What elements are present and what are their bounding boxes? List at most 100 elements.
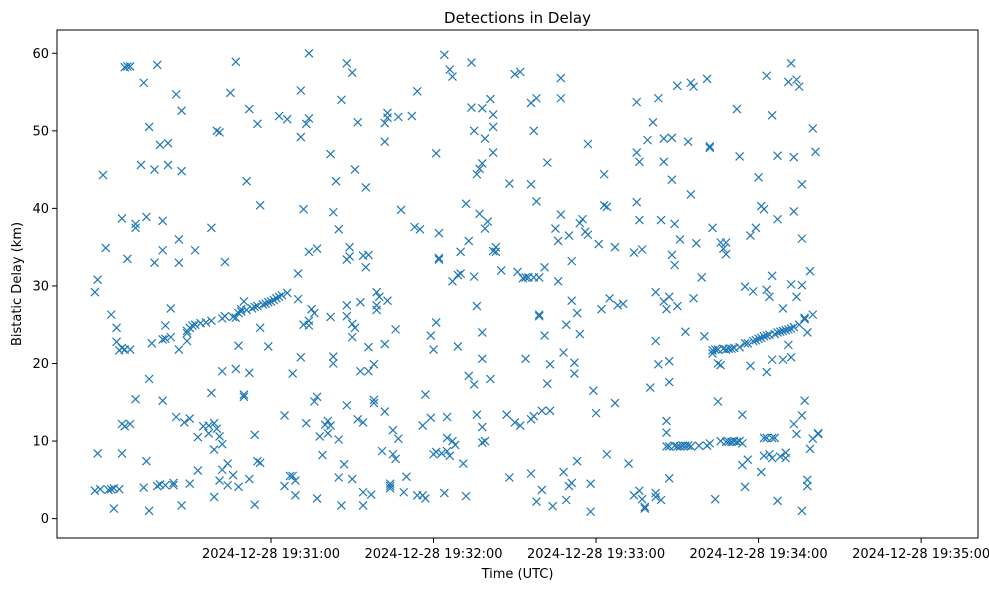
data-point — [345, 242, 354, 252]
x-tick-label: 2024-12-28 19:33:00 — [527, 547, 665, 562]
data-point — [171, 89, 181, 99]
data-point — [217, 366, 227, 376]
data-point — [171, 412, 181, 422]
data-point — [475, 164, 485, 174]
data-point — [556, 210, 566, 220]
data-point — [759, 204, 769, 214]
y-axis-ticks: 0 10 20 30 40 50 60 — [32, 47, 57, 527]
data-point — [702, 74, 712, 84]
data-point — [705, 143, 715, 153]
data-point — [575, 329, 585, 339]
data-point — [193, 432, 203, 442]
data-point — [450, 440, 460, 450]
data-point — [632, 97, 642, 107]
data-point — [439, 50, 449, 60]
data-point — [767, 271, 777, 281]
data-point — [504, 179, 514, 188]
data-point — [651, 287, 661, 297]
data-point — [209, 445, 219, 455]
plot-area — [56, 29, 979, 539]
y-tick-label: 10 — [32, 435, 49, 450]
data-point — [477, 438, 487, 448]
data-point — [304, 113, 314, 123]
data-point — [542, 158, 552, 168]
data-point — [369, 395, 379, 405]
data-point — [689, 82, 698, 92]
data-point — [253, 119, 262, 129]
data-point — [797, 179, 807, 189]
data-point — [309, 308, 319, 318]
data-point — [770, 329, 780, 339]
data-point — [586, 507, 596, 517]
data-point — [236, 307, 246, 316]
data-point — [764, 449, 774, 459]
data-point — [372, 287, 382, 297]
points-layer — [90, 48, 823, 517]
data-point — [710, 345, 720, 354]
data-point — [469, 126, 479, 136]
data-point — [217, 439, 227, 449]
data-point — [212, 126, 222, 136]
data-point — [740, 482, 750, 492]
data-point — [773, 496, 782, 506]
data-point — [290, 476, 300, 486]
data-point — [253, 301, 262, 311]
data-point — [718, 244, 728, 254]
data-point — [792, 292, 801, 302]
data-point — [792, 75, 801, 85]
data-point — [369, 398, 379, 408]
data-point — [385, 481, 395, 491]
data-point — [575, 218, 585, 228]
data-point — [253, 456, 262, 466]
data-point — [553, 276, 563, 286]
data-point — [114, 484, 124, 494]
data-point — [337, 501, 346, 510]
data-point — [385, 483, 395, 493]
data-point — [751, 223, 761, 233]
data-point — [244, 474, 254, 484]
data-point — [496, 266, 506, 275]
data-point — [797, 234, 807, 244]
data-point — [242, 305, 252, 315]
x-tick-label: 2024-12-28 19:35:00 — [852, 547, 989, 562]
data-point — [228, 312, 238, 322]
data-point — [420, 494, 430, 503]
data-point — [624, 459, 633, 468]
data-point — [358, 418, 368, 427]
data-point — [160, 334, 170, 344]
data-point — [206, 223, 216, 233]
data-point — [106, 484, 116, 494]
data-point — [737, 438, 747, 448]
data-point — [250, 500, 260, 510]
data-point — [559, 348, 568, 358]
data-point — [117, 449, 127, 458]
data-point — [301, 119, 311, 129]
data-point — [773, 151, 782, 161]
data-point — [569, 358, 579, 368]
data-point — [350, 323, 360, 333]
data-point — [158, 216, 168, 226]
data-point — [732, 104, 742, 114]
data-point — [651, 492, 661, 502]
data-point — [182, 336, 192, 346]
data-point — [304, 247, 314, 257]
data-point — [261, 299, 271, 309]
data-point — [789, 152, 799, 162]
data-point — [737, 410, 747, 420]
data-point — [223, 459, 233, 468]
data-point — [640, 502, 650, 512]
data-point — [786, 279, 796, 289]
data-point — [193, 466, 203, 475]
data-point — [754, 334, 764, 344]
data-point — [299, 204, 308, 214]
data-point — [637, 494, 647, 504]
data-point — [399, 487, 409, 497]
data-point — [767, 433, 777, 443]
data-point — [732, 437, 742, 447]
data-point — [475, 209, 485, 219]
data-point — [537, 485, 547, 495]
data-point — [431, 148, 441, 158]
data-point — [361, 262, 371, 272]
data-point — [667, 133, 677, 143]
data-point — [228, 470, 238, 480]
